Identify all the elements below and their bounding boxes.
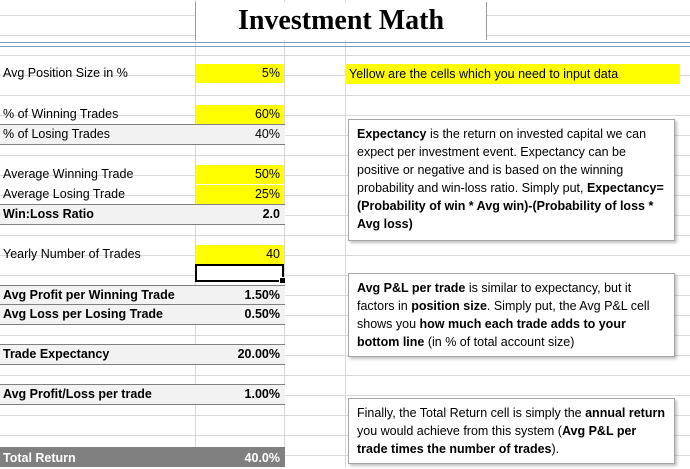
avg-loss-lose-value[interactable]: 0.50%: [244, 307, 280, 321]
avg-winning-label: Average Winning Trade: [3, 167, 134, 181]
expectancy-text: is the return on invested capital we can…: [357, 127, 647, 195]
losing-trades-value[interactable]: 40%: [254, 127, 280, 141]
input-hint-note: Yellow are the cells which you need to i…: [345, 64, 680, 84]
avg-pl-textbox: Avg P&L per trade is similar to expectan…: [348, 273, 675, 357]
avg-pl-term3: how much each trade adds to your bottom …: [357, 317, 626, 349]
total-term2: Avg P&L per trade times the number of tr…: [357, 424, 637, 456]
win-loss-ratio-label: Win:Loss Ratio: [3, 207, 94, 221]
win-loss-ratio-row: Win:Loss Ratio 2.0: [0, 204, 285, 225]
position-size-row: Avg Position Size in % 5%: [0, 64, 285, 83]
avg-losing-input[interactable]: 25%: [196, 185, 284, 204]
total-text3: ).: [551, 442, 560, 456]
avg-losing-label: Average Losing Trade: [3, 187, 126, 201]
avg-pl-label: Avg Profit/Loss per trade: [3, 387, 152, 401]
avg-profit-win-value[interactable]: 1.50%: [244, 288, 280, 302]
trade-expectancy-value[interactable]: 20.00%: [237, 347, 280, 361]
winning-trades-label: % of Winning Trades: [3, 107, 119, 121]
total-return-textbox: Finally, the Total Return cell is simply…: [348, 398, 675, 464]
selected-cell[interactable]: [195, 264, 286, 284]
losing-trades-row: % of Losing Trades 40%: [0, 124, 285, 145]
column-divider: [195, 0, 196, 467]
avg-pl-text1: is similar to expectancy, but it factors…: [357, 281, 632, 313]
title-rule: [0, 42, 690, 47]
avg-loss-lose-label: Avg Loss per Losing Trade: [3, 307, 163, 321]
expectancy-formula: Expectancy=(Probability of win * Avg win…: [357, 181, 664, 231]
total-text2: you would achieve from this system (: [357, 424, 562, 438]
avg-losing-row: Average Losing Trade 25%: [0, 185, 285, 204]
yearly-trades-row: Yearly Number of Trades 40: [0, 245, 285, 264]
column-divider: [284, 0, 285, 467]
avg-winning-input[interactable]: 50%: [196, 165, 284, 184]
total-return-label: Total Return: [3, 451, 76, 465]
avg-profit-win-row: Avg Profit per Winning Trade 1.50%: [0, 285, 285, 306]
winning-trades-row: % of Winning Trades 60%: [0, 105, 285, 124]
total-return-row: Total Return 40.0%: [0, 447, 285, 467]
avg-pl-term2: position size: [411, 299, 487, 313]
avg-pl-row: Avg Profit/Loss per trade 1.00%: [0, 384, 285, 405]
total-return-value[interactable]: 40.0%: [196, 447, 284, 467]
winning-trades-input[interactable]: 60%: [196, 105, 284, 124]
avg-loss-lose-row: Avg Loss per Losing Trade 0.50%: [0, 304, 285, 325]
total-term: annual return: [585, 406, 665, 420]
yearly-trades-label: Yearly Number of Trades: [3, 247, 141, 261]
avg-pl-text2: . Simply put, the Avg P&L cell shows you: [357, 299, 650, 331]
losing-trades-label: % of Losing Trades: [3, 127, 111, 141]
expectancy-term: Expectancy: [357, 127, 427, 141]
win-loss-ratio-value[interactable]: 2.0: [262, 207, 280, 221]
avg-pl-term: Avg P&L per trade: [357, 281, 466, 295]
avg-pl-value[interactable]: 1.00%: [244, 387, 280, 401]
expectancy-textbox: Expectancy is the return on invested cap…: [348, 119, 675, 241]
total-text1: Finally, the Total Return cell is simply…: [357, 406, 586, 420]
position-size-label: Avg Position Size in %: [3, 66, 128, 80]
column-divider: [345, 0, 346, 467]
avg-winning-row: Average Winning Trade 50%: [0, 165, 285, 184]
avg-profit-win-label: Avg Profit per Winning Trade: [3, 288, 175, 302]
trade-expectancy-label: Trade Expectancy: [3, 347, 110, 361]
avg-pl-text3: (in % of total account size): [424, 335, 575, 349]
fill-handle[interactable]: [279, 277, 286, 284]
position-size-input[interactable]: 5%: [196, 64, 284, 83]
page-title: Investment Math: [195, 2, 487, 40]
yearly-trades-input[interactable]: 40: [196, 245, 284, 264]
trade-expectancy-row: Trade Expectancy 20.00%: [0, 344, 285, 365]
